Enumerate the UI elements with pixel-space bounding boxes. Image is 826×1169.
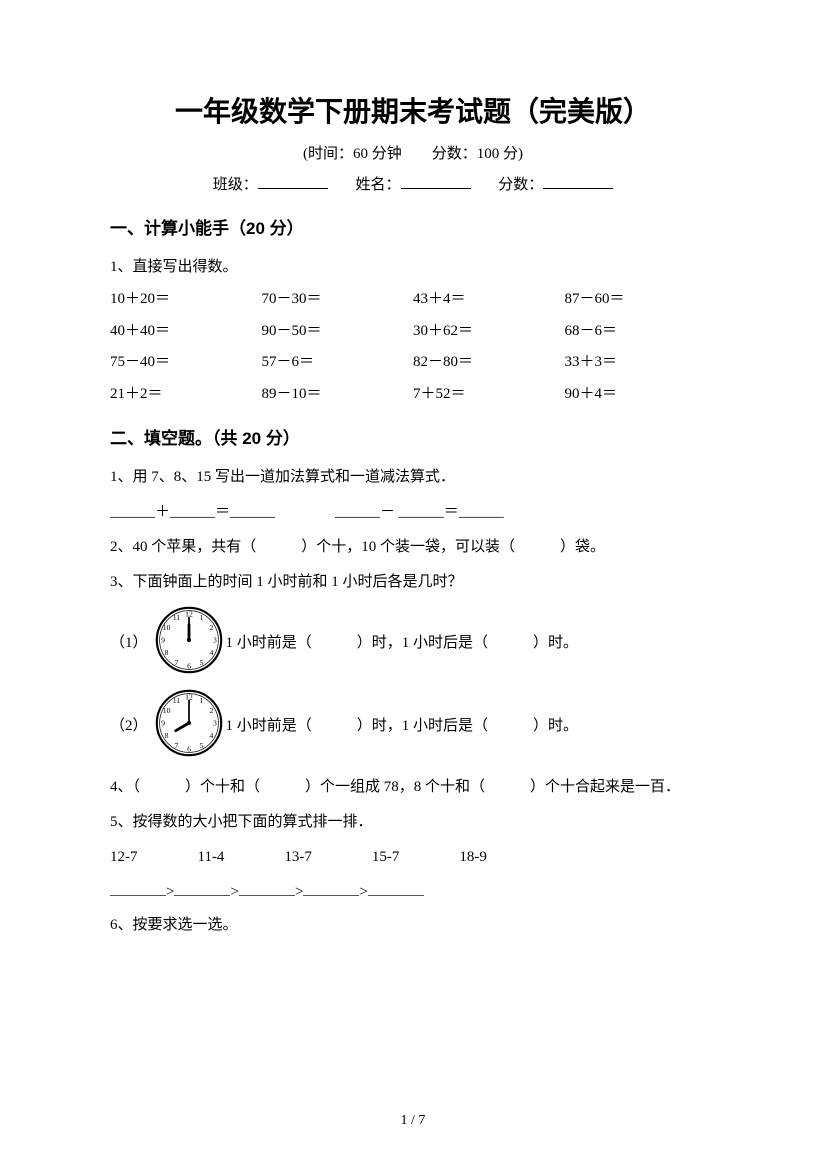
blank-class[interactable] [258, 174, 328, 189]
eq-cell: 40＋40＝ [110, 316, 262, 348]
clock-row-2: （2） 1212 345 678 91011 1 小时前是（ ）时，1 小时后是… [110, 688, 716, 765]
svg-text:1: 1 [199, 696, 203, 705]
eq-cell: 87－60＝ [565, 284, 717, 316]
info-line: 班级： 姓名： 分数： [110, 173, 716, 194]
table-row: 10＋20＝ 70－30＝ 43＋4＝ 87－60＝ [110, 284, 716, 316]
equation-table: 10＋20＝ 70－30＝ 43＋4＝ 87－60＝ 40＋40＝ 90－50＝… [110, 284, 716, 410]
blank[interactable] [110, 881, 166, 896]
eq-cell: 33＋3＝ [565, 347, 717, 379]
eq-cell: 75－40＝ [110, 347, 262, 379]
clock-8-icon: 1212 345 678 91011 [154, 688, 224, 765]
s2-q1: 1、用 7、8、15 写出一道加法算式和一道减法算式． [110, 461, 716, 494]
blank[interactable] [239, 881, 295, 896]
q3-item1-prefix: （1） [110, 633, 148, 654]
eq-cell: 90＋4＝ [565, 379, 717, 411]
eq-cell: 21＋2＝ [110, 379, 262, 411]
s2-q3: 3、下面钟面上的时间 1 小时前和 1 小时后各是几时？ [110, 566, 716, 599]
page-title: 一年级数学下册期末考试题（完美版） [110, 90, 716, 130]
section1-header: 一、计算小能手（20 分） [110, 214, 716, 239]
s2-q5-exprs: 12-7 11-4 13-7 15-7 18-9 [110, 841, 716, 874]
label-class: 班级： [213, 177, 258, 193]
q3-item2-text: 1 小时前是（ ）时，1 小时后是（ ）时。 [226, 716, 579, 737]
eq-cell: 43＋4＝ [413, 284, 565, 316]
clock-row-1: （1） 1212 345 678 91011 1 小时前是（ ）时，1 小时后是… [110, 605, 716, 682]
table-row: 21＋2＝ 89－10＝ 7＋52＝ 90＋4＝ [110, 379, 716, 411]
blank[interactable] [303, 881, 359, 896]
s1-q1-label: 1、直接写出得数。 [110, 251, 716, 284]
svg-text:4: 4 [209, 731, 213, 740]
svg-text:7: 7 [174, 741, 178, 750]
eq-cell: 89－10＝ [262, 379, 414, 411]
section2-header: 二、填空题。（共 20 分） [110, 424, 716, 449]
svg-text:11: 11 [172, 696, 180, 705]
blank[interactable] [368, 881, 424, 896]
eq-cell: 30＋62＝ [413, 316, 565, 348]
blank[interactable] [174, 881, 230, 896]
table-row: 75－40＝ 57－6＝ 82－80＝ 33＋3＝ [110, 347, 716, 379]
blank-score[interactable] [543, 174, 613, 189]
svg-text:2: 2 [209, 706, 213, 715]
svg-text:5: 5 [199, 658, 203, 667]
s2-q1-blanks: ______＋______＝______ ______－ ______＝____… [110, 496, 716, 529]
label-score: 分数： [498, 177, 543, 193]
svg-text:3: 3 [212, 635, 216, 644]
eq-cell: 68－6＝ [565, 316, 717, 348]
svg-text:10: 10 [162, 706, 170, 715]
s2-q6: 6、按要求选一选。 [110, 909, 716, 942]
svg-text:6: 6 [187, 661, 191, 670]
svg-text:9: 9 [161, 635, 165, 644]
clock-12-icon: 1212 345 678 91011 [154, 605, 224, 682]
label-name: 姓名： [355, 177, 400, 193]
page-number: 1 / 7 [0, 1113, 826, 1129]
s2-q4: 4、（ ）个十和（ ）个一组成 78，8 个十和（ ）个十合起来是一百． [110, 771, 716, 804]
svg-text:7: 7 [174, 658, 178, 667]
eq-cell: 82－80＝ [413, 347, 565, 379]
s2-q5: 5、按得数的大小把下面的算式排一排． [110, 806, 716, 839]
svg-text:2: 2 [209, 623, 213, 632]
svg-text:1: 1 [199, 613, 203, 622]
svg-text:9: 9 [161, 718, 165, 727]
eq-cell: 70－30＝ [262, 284, 414, 316]
eq-cell: 57－6＝ [262, 347, 414, 379]
svg-text:3: 3 [212, 718, 216, 727]
svg-text:11: 11 [172, 613, 180, 622]
s2-q5-blanks: >>>> [110, 876, 716, 909]
svg-text:4: 4 [209, 648, 213, 657]
q3-item2-prefix: （2） [110, 716, 148, 737]
eq-cell: 10＋20＝ [110, 284, 262, 316]
eq-cell: 90－50＝ [262, 316, 414, 348]
s2-q2: 2、40 个苹果，共有（ ）个十，10 个装一袋，可以装（ ）袋。 [110, 531, 716, 564]
eq-cell: 7＋52＝ [413, 379, 565, 411]
svg-text:5: 5 [199, 741, 203, 750]
table-row: 40＋40＝ 90－50＝ 30＋62＝ 68－6＝ [110, 316, 716, 348]
svg-text:10: 10 [162, 623, 170, 632]
svg-text:8: 8 [164, 731, 168, 740]
subtitle: (时间：60 分钟 分数：100 分) [110, 142, 716, 163]
blank-name[interactable] [401, 174, 471, 189]
q3-item1-text: 1 小时前是（ ）时，1 小时后是（ ）时。 [226, 633, 579, 654]
svg-text:6: 6 [187, 744, 191, 753]
svg-text:8: 8 [164, 648, 168, 657]
